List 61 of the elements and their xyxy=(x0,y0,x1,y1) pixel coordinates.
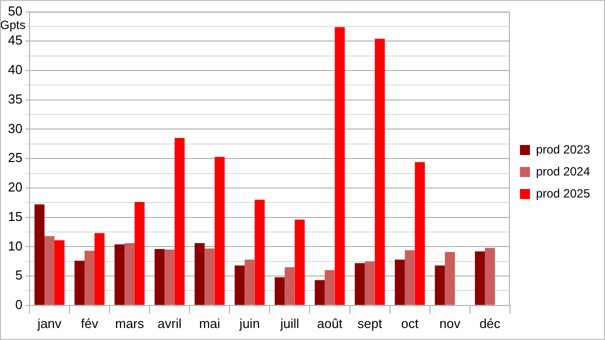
legend-label: prod 2025 xyxy=(536,186,590,200)
x-tick-label: juill xyxy=(279,316,300,331)
bar xyxy=(474,251,485,305)
x-tick-label: avril xyxy=(158,316,182,331)
bar xyxy=(394,260,405,305)
bar xyxy=(74,260,85,305)
x-tick-label: août xyxy=(317,316,343,331)
bar xyxy=(94,233,105,305)
legend-label: prod 2024 xyxy=(536,164,590,178)
y-tick-label: 15 xyxy=(8,208,22,224)
bar xyxy=(54,240,64,305)
bar xyxy=(354,263,365,305)
x-tick-label: fév xyxy=(80,316,99,331)
bar xyxy=(124,243,135,305)
x-tick-label: mai xyxy=(199,316,220,331)
bar xyxy=(374,38,385,305)
y-tick-label: 25 xyxy=(8,150,22,166)
bar xyxy=(174,138,185,305)
y-tick-label: 0 xyxy=(15,296,22,312)
bar xyxy=(134,202,145,305)
bar xyxy=(314,280,325,305)
x-tick-label: déc xyxy=(479,316,501,331)
bar xyxy=(334,27,345,305)
bar xyxy=(114,244,125,305)
bar xyxy=(444,252,455,305)
bar xyxy=(204,248,215,305)
y-tick-label: 35 xyxy=(8,91,22,106)
x-tick-label: oct xyxy=(401,316,419,331)
y-axis-title: Gpts xyxy=(0,18,26,32)
bar xyxy=(44,236,54,305)
x-tick-label: nov xyxy=(439,316,461,331)
bar xyxy=(154,249,165,305)
bar xyxy=(194,243,205,305)
y-tick-label: 20 xyxy=(8,180,22,195)
bar xyxy=(364,261,375,305)
bar xyxy=(434,265,445,305)
bar xyxy=(244,260,255,305)
bar xyxy=(484,248,495,305)
bar xyxy=(34,204,44,305)
x-tick-label: janv xyxy=(36,316,62,331)
x-tick-label: juin xyxy=(238,316,260,331)
bar xyxy=(234,265,245,305)
y-tick-label: 45 xyxy=(8,32,22,48)
bar xyxy=(284,267,295,305)
y-tick-label: 50 xyxy=(8,3,22,18)
bar xyxy=(414,162,425,305)
bar xyxy=(404,250,415,305)
legend-label: prod 2023 xyxy=(536,142,590,156)
bar xyxy=(274,277,285,305)
y-tick-label: 30 xyxy=(8,120,22,136)
bar xyxy=(84,250,95,305)
bar xyxy=(324,270,335,305)
y-tick-label: 10 xyxy=(8,238,22,254)
y-tick-label: 40 xyxy=(8,62,22,78)
x-tick-label: mars xyxy=(115,316,145,331)
x-tick-label: sept xyxy=(358,316,382,331)
y-tick-label: 5 xyxy=(15,268,22,283)
bar xyxy=(294,220,305,305)
bar xyxy=(214,156,225,305)
bar xyxy=(164,250,175,305)
bar xyxy=(254,200,265,305)
